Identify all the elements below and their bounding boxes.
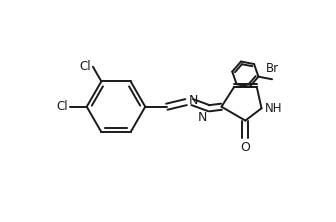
Text: N: N [198, 111, 208, 124]
Text: O: O [241, 141, 250, 154]
Text: Cl: Cl [57, 100, 68, 113]
Text: Br: Br [265, 62, 279, 75]
Text: N: N [188, 94, 198, 107]
Text: Cl: Cl [80, 60, 91, 73]
Text: NH: NH [265, 102, 282, 115]
